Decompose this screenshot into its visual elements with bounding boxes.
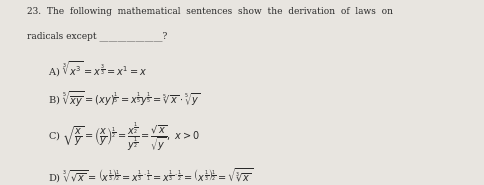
- Text: A) $\sqrt[3]{x^3} = x^{\frac{3}{3}} = x^1 = x$: A) $\sqrt[3]{x^3} = x^{\frac{3}{3}} = x^…: [48, 59, 147, 79]
- Text: B) $\sqrt[5]{\overline{xy}} = (xy)^{\frac{1}{5}} = x^{\frac{1}{5}}y^{\frac{1}{5}: B) $\sqrt[5]{\overline{xy}} = (xy)^{\fra…: [48, 89, 201, 109]
- Text: C) $\sqrt{\dfrac{x}{y}} = \left(\dfrac{x}{y}\right)^{\!\frac{1}{2}} = \dfrac{x^{: C) $\sqrt{\dfrac{x}{y}} = \left(\dfrac{x…: [48, 122, 200, 154]
- Text: 23.  The  following  mathematical  sentences  show  the  derivation  of  laws  o: 23. The following mathematical sentences…: [27, 7, 393, 16]
- Text: radicals except ______________?: radicals except ______________?: [27, 31, 167, 41]
- Text: D) $\sqrt[3]{\sqrt{x}} = \left(x^{\frac{1}{3}}\right)^{\!\frac{1}{2}} = x^{\frac: D) $\sqrt[3]{\sqrt{x}} = \left(x^{\frac{…: [48, 166, 254, 185]
